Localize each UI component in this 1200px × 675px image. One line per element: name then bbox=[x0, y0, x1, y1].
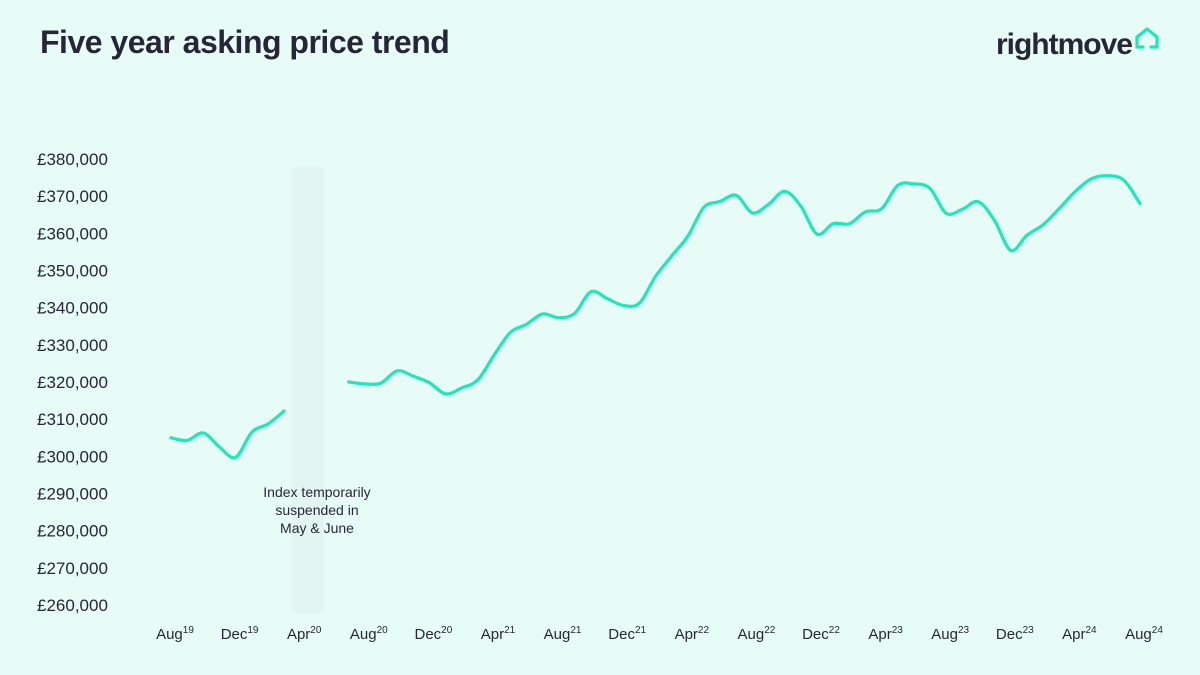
brand-logo[interactable]: rightmove bbox=[995, 26, 1160, 62]
suspension-band bbox=[292, 167, 324, 613]
y-tick-label: £280,000 bbox=[37, 522, 108, 541]
y-tick-label: £380,000 bbox=[37, 150, 108, 169]
y-tick-label: £340,000 bbox=[37, 299, 108, 318]
x-tick-label: Aug24 bbox=[1125, 625, 1163, 643]
x-tick-label: Apr20 bbox=[287, 625, 322, 643]
x-tick-label: Apr23 bbox=[868, 625, 903, 643]
y-tick-label: £290,000 bbox=[37, 485, 108, 504]
house-outline-icon bbox=[1134, 26, 1160, 55]
x-tick-year: 21 bbox=[570, 625, 582, 636]
suspension-annotation: Index temporarily suspended in May & June bbox=[263, 484, 370, 536]
x-tick-label: Aug23 bbox=[931, 625, 969, 643]
y-tick-label: £330,000 bbox=[37, 336, 108, 355]
x-tick-label: Dec20 bbox=[414, 625, 452, 643]
x-tick-year: 23 bbox=[892, 625, 904, 636]
x-tick-year: 22 bbox=[829, 625, 841, 636]
x-tick-label: Apr24 bbox=[1062, 625, 1097, 643]
x-tick-year: 22 bbox=[764, 625, 776, 636]
annotation-line: May & June bbox=[280, 520, 354, 536]
x-tick-year: 21 bbox=[504, 625, 516, 636]
x-tick-year: 24 bbox=[1086, 625, 1098, 636]
x-tick-label: Aug21 bbox=[544, 625, 582, 643]
x-tick-label: Dec22 bbox=[802, 625, 840, 643]
y-tick-label: £350,000 bbox=[37, 262, 108, 281]
x-tick-label: Dec19 bbox=[221, 625, 259, 643]
x-tick-year: 20 bbox=[310, 625, 322, 636]
x-tick-year: 22 bbox=[698, 625, 710, 636]
x-tick-label: Dec23 bbox=[996, 625, 1034, 643]
x-tick-year: 19 bbox=[183, 625, 195, 636]
x-tick-year: 23 bbox=[1023, 625, 1035, 636]
x-tick-label: Dec21 bbox=[608, 625, 646, 643]
x-tick-year: 19 bbox=[247, 625, 259, 636]
x-tick-year: 20 bbox=[377, 625, 389, 636]
x-tick-year: 20 bbox=[441, 625, 453, 636]
x-tick-year: 24 bbox=[1152, 625, 1164, 636]
price-series-line bbox=[169, 409, 286, 460]
x-tick-label: Aug22 bbox=[737, 625, 775, 643]
y-tick-label: £300,000 bbox=[37, 447, 108, 466]
brand-name: rightmove bbox=[995, 28, 1133, 61]
annotation-line: Index temporarily bbox=[263, 484, 370, 500]
x-tick-year: 21 bbox=[635, 625, 647, 636]
y-tick-label: £360,000 bbox=[37, 224, 108, 243]
y-tick-label: £310,000 bbox=[37, 410, 108, 429]
y-tick-label: £320,000 bbox=[37, 373, 108, 392]
y-tick-label: £270,000 bbox=[37, 559, 108, 578]
x-tick-label: Apr22 bbox=[675, 625, 710, 643]
y-tick-label: £370,000 bbox=[37, 187, 108, 206]
y-tick-label: £260,000 bbox=[37, 596, 108, 615]
price-series-line bbox=[347, 174, 1142, 396]
x-tick-year: 23 bbox=[958, 625, 970, 636]
x-tick-label: Aug20 bbox=[350, 625, 388, 643]
chart-title: Five year asking price trend bbox=[40, 24, 450, 60]
annotation-line: suspended in bbox=[275, 502, 358, 518]
x-tick-label: Aug19 bbox=[156, 625, 194, 643]
x-tick-label: Apr21 bbox=[481, 625, 516, 643]
